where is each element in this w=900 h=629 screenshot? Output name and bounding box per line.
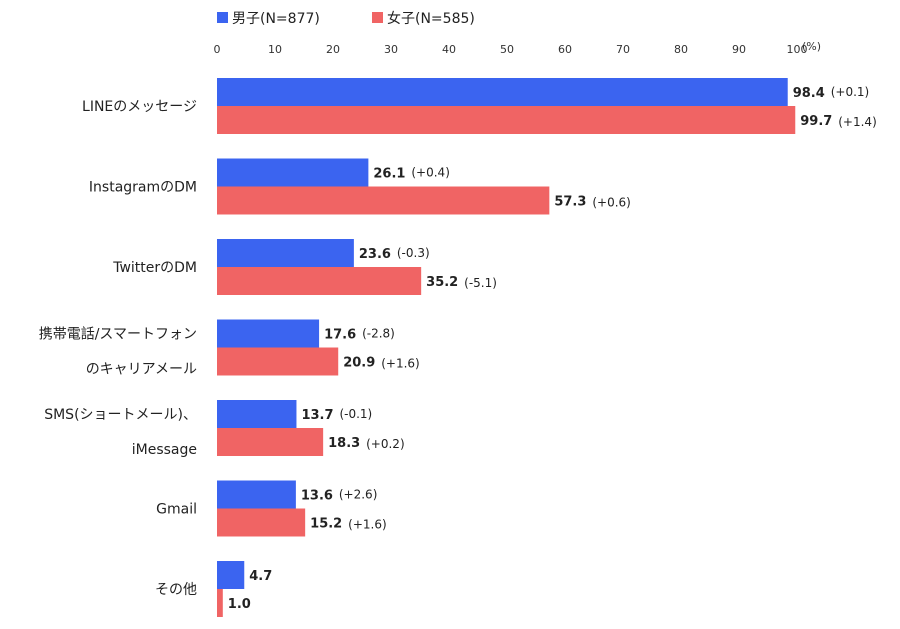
bars — [217, 78, 796, 617]
x-tick-label: 20 — [326, 43, 340, 56]
data-label-female: 35.2 — [426, 275, 458, 290]
bar-male — [217, 239, 354, 267]
legend: 男子(N=877) 女子(N=585) — [217, 10, 475, 27]
bar-male — [217, 480, 296, 509]
bar-female — [217, 267, 422, 295]
bar-female — [217, 106, 796, 134]
bar-male — [217, 78, 788, 106]
data-label-male: 98.4 — [793, 86, 825, 101]
category-label: その他 — [155, 582, 197, 598]
data-label-female: 99.7 — [800, 114, 832, 129]
legend-label-male: 男子(N=877) — [232, 11, 320, 27]
x-axis-unit: (%) — [802, 40, 821, 53]
bar-female — [217, 508, 306, 537]
legend-swatch-female — [372, 12, 383, 23]
bar-female — [217, 589, 223, 617]
data-label-male: 26.1 — [373, 167, 405, 182]
x-tick-label: 40 — [442, 43, 456, 56]
category-label: InstagramのDM — [89, 180, 197, 196]
data-labels: 98.4 (+0.1) 99.7 (+1.4) 26.1 (+0.4) 57.3 (+0.6)… — [228, 85, 877, 612]
category-label: Gmail — [156, 502, 197, 518]
data-label-male: 13.7 — [301, 408, 333, 423]
data-label-male: 23.6 — [359, 247, 391, 262]
change-label-female: (+1.4) — [838, 115, 877, 129]
x-tick-label: 50 — [500, 43, 514, 56]
data-label-female: 15.2 — [310, 517, 342, 532]
bar-male — [217, 158, 369, 187]
x-tick-label: 60 — [558, 43, 572, 56]
bar-female — [217, 186, 550, 215]
change-label-male: (+0.4) — [411, 166, 450, 180]
bar-female — [217, 428, 324, 456]
bar-male — [217, 319, 320, 348]
x-tick-label: 70 — [616, 43, 630, 56]
x-tick-label: 30 — [384, 43, 398, 56]
data-label-female: 1.0 — [228, 597, 251, 612]
change-label-female: (+0.6) — [592, 196, 631, 210]
x-tick-label: 0 — [214, 43, 221, 56]
change-label-male: (-0.1) — [339, 407, 372, 421]
change-label-male: (-2.8) — [362, 327, 395, 341]
data-label-female: 20.9 — [343, 356, 375, 371]
change-label-male: (-0.3) — [397, 246, 430, 260]
change-label-male: (+0.1) — [831, 85, 870, 99]
change-label-female: (+0.2) — [366, 437, 405, 451]
data-label-male: 4.7 — [249, 569, 272, 584]
category-label: 携帯電話/スマートフォン — [39, 326, 197, 343]
data-label-female: 18.3 — [328, 436, 360, 451]
x-axis: 0 10 20 30 40 50 60 70 80 90 100(%) — [214, 40, 822, 56]
category-label: LINEのメッセージ — [82, 99, 197, 115]
category-label: SMS(ショートメール)、 — [44, 407, 197, 423]
x-tick-label: 90 — [732, 43, 746, 56]
data-label-male: 17.6 — [324, 328, 356, 343]
data-label-male: 13.6 — [301, 489, 333, 504]
change-label-female: (+1.6) — [381, 357, 420, 371]
bar-male — [217, 400, 297, 428]
category-label: のキャリアメール — [86, 362, 197, 378]
bar-male — [217, 561, 245, 589]
legend-label-female: 女子(N=585) — [387, 10, 475, 27]
data-label-female: 57.3 — [554, 195, 586, 210]
category-labels: LINEのメッセージ InstagramのDM TwitterのDM 携帯電話/スマー… — [39, 99, 197, 598]
category-label: iMessage — [132, 442, 197, 458]
change-label-male: (+2.6) — [339, 488, 378, 502]
x-tick-label: 80 — [674, 43, 688, 56]
x-tick-label: 100 — [787, 43, 808, 56]
legend-swatch-male — [217, 12, 228, 23]
change-label-female: (+1.6) — [348, 518, 387, 532]
change-label-female: (-5.1) — [464, 276, 497, 290]
bar-female — [217, 347, 339, 376]
x-tick-label: 10 — [268, 43, 282, 56]
category-label: TwitterのDM — [112, 260, 197, 276]
